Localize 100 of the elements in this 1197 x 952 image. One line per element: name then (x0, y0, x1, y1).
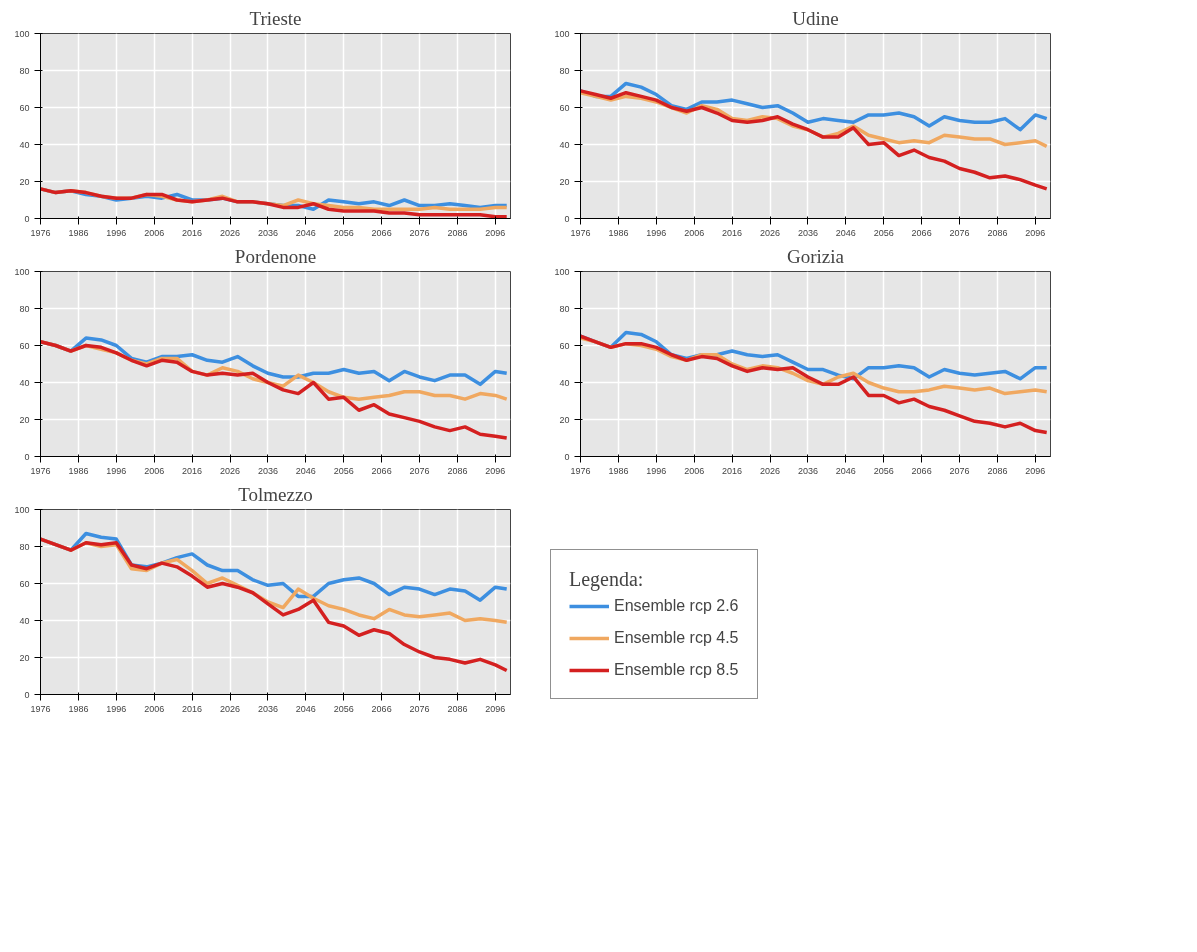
x-tick-label: 2086 (447, 703, 468, 714)
x-tick-label: 2046 (835, 465, 856, 476)
x-tick-label: 2056 (873, 465, 894, 476)
x-tick-label: 1996 (106, 465, 127, 476)
x-tick-label: 2066 (371, 703, 392, 714)
x-tick-label: 2056 (333, 703, 354, 714)
x-tick-label: 2046 (295, 465, 316, 476)
legend-title: Legenda: (569, 568, 645, 591)
y-tick-label: 0 (24, 213, 30, 224)
x-tick-label: 2036 (257, 703, 278, 714)
x-tick-label: 2036 (797, 465, 818, 476)
y-tick-label: 40 (19, 615, 30, 626)
legend-label: Ensemble rcp 4.5 (614, 629, 739, 647)
x-tick-label: 2016 (182, 703, 203, 714)
y-tick-label: 60 (559, 340, 570, 351)
x-tick-label: 2006 (684, 465, 705, 476)
x-tick-label: 2026 (220, 703, 241, 714)
y-tick-label: 80 (19, 541, 30, 552)
y-tick-label: 40 (19, 377, 30, 388)
x-tick-label: 2036 (257, 465, 278, 476)
x-tick-label: 2046 (835, 227, 856, 238)
x-tick-label: 2016 (722, 227, 743, 238)
y-tick-label: 100 (554, 266, 570, 277)
x-tick-label: 2016 (722, 465, 743, 476)
x-tick-label: 2016 (182, 227, 203, 238)
x-tick-label: 1986 (68, 227, 89, 238)
chart-title: Gorizia (787, 245, 845, 267)
y-tick-label: 80 (559, 303, 570, 314)
x-tick-label: 2006 (144, 703, 165, 714)
x-tick-label: 1976 (570, 227, 591, 238)
legend-label: Ensemble rcp 8.5 (614, 661, 739, 679)
y-tick-label: 100 (14, 504, 30, 515)
y-tick-label: 60 (19, 578, 30, 589)
y-tick-label: 20 (559, 414, 570, 425)
y-tick-label: 40 (19, 139, 30, 150)
x-tick-label: 2086 (447, 465, 468, 476)
y-tick-label: 100 (554, 28, 570, 39)
x-tick-label: 2006 (684, 227, 705, 238)
x-tick-label: 1976 (30, 227, 51, 238)
y-tick-label: 20 (19, 652, 30, 663)
x-tick-label: 1996 (646, 227, 667, 238)
x-tick-label: 1986 (608, 227, 629, 238)
x-tick-label: 2046 (295, 703, 316, 714)
x-tick-label: 2066 (371, 227, 392, 238)
x-tick-label: 2096 (1025, 227, 1046, 238)
y-tick-label: 0 (564, 213, 570, 224)
y-tick-label: 20 (19, 176, 30, 187)
x-tick-label: 2076 (409, 703, 430, 714)
y-tick-label: 80 (19, 65, 30, 76)
y-tick-label: 60 (559, 102, 570, 113)
x-tick-label: 2086 (447, 227, 468, 238)
x-tick-label: 2096 (485, 703, 506, 714)
y-tick-label: 0 (24, 451, 30, 462)
x-tick-label: 2026 (760, 465, 781, 476)
x-tick-label: 2056 (873, 227, 894, 238)
x-tick-label: 1996 (106, 227, 127, 238)
x-tick-label: 2006 (144, 465, 165, 476)
x-tick-label: 1976 (30, 465, 51, 476)
x-tick-label: 2076 (409, 465, 430, 476)
x-tick-label: 2086 (987, 227, 1008, 238)
x-tick-label: 1986 (608, 465, 629, 476)
x-tick-label: 2026 (760, 227, 781, 238)
x-tick-label: 2016 (182, 465, 203, 476)
y-tick-label: 100 (14, 28, 30, 39)
chart-title: Tolmezzo (238, 483, 313, 505)
x-tick-label: 2076 (949, 465, 970, 476)
x-tick-label: 1986 (68, 465, 89, 476)
legend-label: Ensemble rcp 2.6 (614, 597, 739, 615)
x-tick-label: 2056 (333, 465, 354, 476)
x-tick-label: 2036 (257, 227, 278, 238)
x-tick-label: 2026 (220, 227, 241, 238)
y-tick-label: 60 (19, 102, 30, 113)
y-tick-label: 40 (559, 377, 570, 388)
y-tick-label: 0 (24, 689, 30, 700)
x-tick-label: 2026 (220, 465, 241, 476)
x-tick-label: 2096 (485, 465, 506, 476)
x-tick-label: 1996 (646, 465, 667, 476)
x-tick-label: 2046 (295, 227, 316, 238)
x-tick-label: 1986 (68, 703, 89, 714)
y-tick-label: 80 (559, 65, 570, 76)
x-tick-label: 2056 (333, 227, 354, 238)
chart-title: Udine (792, 7, 839, 29)
x-tick-label: 2076 (409, 227, 430, 238)
y-tick-label: 0 (564, 451, 570, 462)
y-tick-label: 60 (19, 340, 30, 351)
y-tick-label: 80 (19, 303, 30, 314)
x-tick-label: 2066 (911, 465, 932, 476)
x-tick-label: 2066 (371, 465, 392, 476)
x-tick-label: 2086 (987, 465, 1008, 476)
x-tick-label: 1996 (106, 703, 127, 714)
chart-title: Pordenone (234, 245, 317, 267)
y-tick-label: 20 (559, 176, 570, 187)
chart-title: Trieste (249, 7, 302, 29)
x-tick-label: 2076 (949, 227, 970, 238)
y-tick-label: 20 (19, 414, 30, 425)
x-tick-label: 2006 (144, 227, 165, 238)
x-tick-label: 2036 (797, 227, 818, 238)
x-tick-label: 2096 (1025, 465, 1046, 476)
x-tick-label: 1976 (30, 703, 51, 714)
x-tick-label: 1976 (570, 465, 591, 476)
